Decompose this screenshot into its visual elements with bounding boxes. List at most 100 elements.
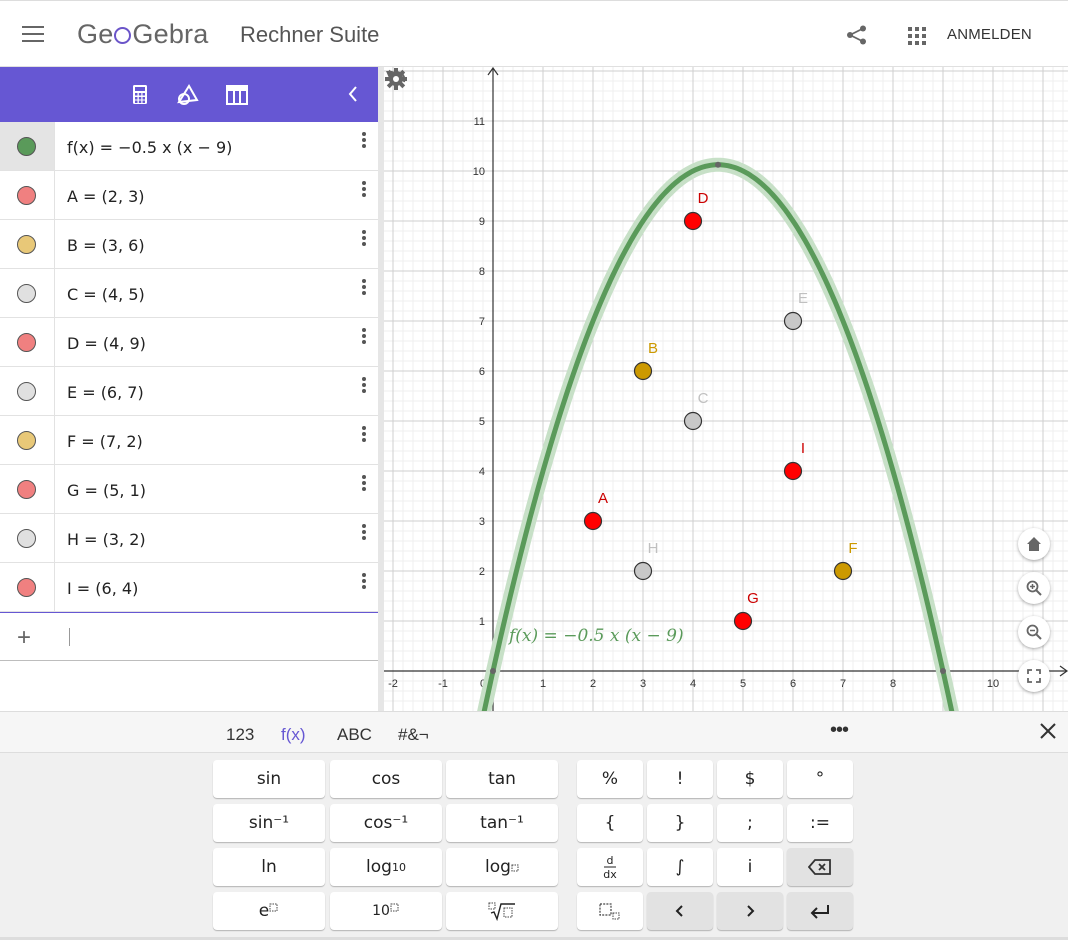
zoom-out-button[interactable] <box>1018 616 1050 648</box>
key-cos[interactable]: cos <box>330 760 442 798</box>
algebra-row[interactable]: A = (2, 3) <box>0 171 378 220</box>
more-vert-icon[interactable] <box>362 279 366 295</box>
algebra-row[interactable]: C = (4, 5) <box>0 269 378 318</box>
more-vert-icon[interactable] <box>362 524 366 540</box>
algebra-expression[interactable]: E = (6, 7) <box>67 383 144 402</box>
key-sin[interactable]: sin <box>213 760 325 798</box>
kb-tab-symbols[interactable]: #&¬ <box>398 725 429 744</box>
calculator-icon[interactable] <box>127 82 153 108</box>
algebra-row[interactable]: H = (3, 2) <box>0 514 378 563</box>
more-options-button[interactable]: ••• <box>830 719 849 741</box>
algebra-row[interactable]: B = (3, 6) <box>0 220 378 269</box>
key-derivative[interactable]: d dx <box>577 848 643 886</box>
key-cursor-right[interactable] <box>717 892 783 930</box>
geogebra-logo[interactable]: Ge Gebra <box>77 19 208 50</box>
algebra-expression[interactable]: C = (4, 5) <box>67 285 145 304</box>
algebra-row[interactable]: G = (5, 1) <box>0 465 378 514</box>
algebra-expression[interactable]: A = (2, 3) <box>67 187 145 206</box>
key-factorial[interactable]: ! <box>647 760 713 798</box>
visibility-toggle[interactable] <box>0 220 55 268</box>
algebra-row[interactable]: E = (6, 7) <box>0 367 378 416</box>
kb-tab-functions[interactable]: f(x) <box>281 725 306 744</box>
kb-tab-abc[interactable]: ABC <box>337 725 372 744</box>
kb-tab-123[interactable]: 123 <box>226 725 255 744</box>
marble-icon[interactable] <box>17 284 36 303</box>
login-button[interactable]: ANMELDEN <box>947 26 1032 43</box>
gear-icon[interactable] <box>384 67 408 91</box>
key-nth-root[interactable] <box>446 892 558 930</box>
key-backspace[interactable] <box>787 848 853 886</box>
visibility-toggle[interactable] <box>0 563 55 611</box>
marble-icon[interactable] <box>17 529 36 548</box>
marble-icon[interactable] <box>17 333 36 352</box>
key-percent[interactable]: % <box>577 760 643 798</box>
algebra-row[interactable]: D = (4, 9) <box>0 318 378 367</box>
algebra-row[interactable]: F = (7, 2) <box>0 416 378 465</box>
plus-icon[interactable]: + <box>17 624 32 651</box>
chevron-left-icon[interactable] <box>345 84 361 104</box>
marble-icon[interactable] <box>17 431 36 450</box>
key-subscript[interactable] <box>577 892 643 930</box>
marble-icon[interactable] <box>17 137 36 156</box>
more-vert-icon[interactable] <box>362 132 366 148</box>
algebra-expression[interactable]: D = (4, 9) <box>67 334 146 353</box>
algebra-expression[interactable]: B = (3, 6) <box>67 236 145 255</box>
apps-grid-icon[interactable] <box>908 27 926 45</box>
algebra-expression[interactable]: G = (5, 1) <box>67 481 146 500</box>
more-vert-icon[interactable] <box>362 426 366 442</box>
close-icon[interactable] <box>1038 721 1058 741</box>
key-atan[interactable]: tan⁻¹ <box>446 804 558 842</box>
more-vert-icon[interactable] <box>362 328 366 344</box>
visibility-toggle[interactable] <box>0 367 55 415</box>
table-icon[interactable] <box>224 82 250 108</box>
algebra-input-row[interactable]: + <box>0 612 378 661</box>
key-log-base[interactable]: log <box>446 848 558 886</box>
marble-icon[interactable] <box>17 382 36 401</box>
visibility-toggle[interactable] <box>0 416 55 464</box>
share-icon[interactable] <box>846 25 868 45</box>
key-log10[interactable]: log 10 <box>330 848 442 886</box>
key-degree[interactable]: ° <box>787 760 853 798</box>
marble-icon[interactable] <box>17 578 36 597</box>
key-asin[interactable]: sin⁻¹ <box>213 804 325 842</box>
more-vert-icon[interactable] <box>362 573 366 589</box>
marble-icon[interactable] <box>17 480 36 499</box>
visibility-toggle[interactable] <box>0 269 55 317</box>
more-vert-icon[interactable] <box>362 230 366 246</box>
key-integral[interactable]: ∫ <box>647 848 713 886</box>
more-vert-icon[interactable] <box>362 377 366 393</box>
algebra-expression[interactable]: I = (6, 4) <box>67 579 139 598</box>
visibility-toggle[interactable] <box>0 171 55 219</box>
algebra-expression[interactable]: f(x) = −0.5 x (x − 9) <box>67 138 233 157</box>
visibility-toggle[interactable] <box>0 318 55 366</box>
key-enter[interactable] <box>787 892 853 930</box>
key-semicolon[interactable]: ; <box>717 804 783 842</box>
visibility-toggle[interactable] <box>0 122 55 170</box>
key-assign[interactable]: := <box>787 804 853 842</box>
zoom-in-button[interactable] <box>1018 572 1050 604</box>
algebra-row[interactable]: I = (6, 4) <box>0 563 378 612</box>
panel-splitter[interactable] <box>378 67 384 711</box>
key-exp[interactable]: e <box>213 892 325 930</box>
key-acos[interactable]: cos⁻¹ <box>330 804 442 842</box>
visibility-toggle[interactable] <box>0 465 55 513</box>
key-cursor-left[interactable] <box>647 892 713 930</box>
graphics-view[interactable]: -2 -1 0 1 2 3 4 5 6 7 8 9 10 1 2 3 4 5 6 7 8 9 10 11 f(x) = −0.5… <box>384 67 1068 711</box>
algebra-expression[interactable]: F = (7, 2) <box>67 432 143 451</box>
key-ln[interactable]: ln <box>213 848 325 886</box>
home-button[interactable] <box>1018 528 1050 560</box>
key-left-brace[interactable]: { <box>577 804 643 842</box>
key-imaginary[interactable]: i <box>717 848 783 886</box>
visibility-toggle[interactable] <box>0 514 55 562</box>
key-dollar[interactable]: $ <box>717 760 783 798</box>
marble-icon[interactable] <box>17 186 36 205</box>
key-tan[interactable]: tan <box>446 760 558 798</box>
menu-icon[interactable] <box>22 26 44 42</box>
more-vert-icon[interactable] <box>362 181 366 197</box>
algebra-row[interactable]: f(x) = −0.5 x (x − 9) <box>0 122 378 171</box>
algebra-expression[interactable]: H = (3, 2) <box>67 530 146 549</box>
key-right-brace[interactable]: } <box>647 804 713 842</box>
fullscreen-button[interactable] <box>1018 660 1050 692</box>
key-pow10[interactable]: 10 <box>330 892 442 930</box>
